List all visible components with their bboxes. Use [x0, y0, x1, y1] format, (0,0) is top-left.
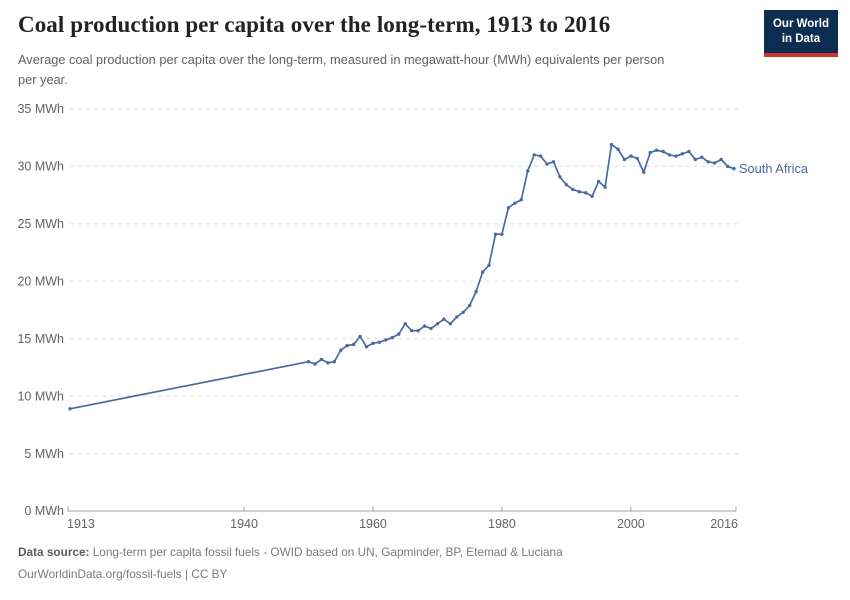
data-point [713, 161, 717, 165]
x-tick-label: 1960 [359, 517, 387, 531]
data-point [461, 310, 465, 314]
data-point [513, 201, 517, 205]
y-tick-label: 35 MWh [17, 102, 64, 116]
chart-footer: Data source: Long-term per capita fossil… [18, 541, 563, 585]
y-tick-label: 30 MWh [17, 160, 64, 174]
x-tick-label: 2016 [710, 517, 738, 531]
data-point [319, 357, 324, 362]
data-source-label: Data source: [18, 545, 90, 559]
data-point [422, 324, 427, 328]
data-point [519, 198, 523, 202]
x-tick-label: 2000 [617, 517, 645, 531]
data-point [487, 263, 491, 267]
data-point [448, 322, 452, 326]
data-point [339, 348, 343, 352]
data-point [584, 191, 588, 195]
y-tick-label: 25 MWh [17, 217, 64, 231]
data-point [500, 232, 504, 236]
data-point [429, 326, 433, 331]
y-tick-label: 0 MWh [24, 504, 64, 518]
data-point [68, 407, 72, 411]
series-line-south-africa [69, 143, 735, 410]
data-point [590, 194, 594, 198]
data-point [674, 154, 678, 158]
data-point [603, 185, 607, 189]
data-point [345, 343, 349, 348]
data-point [648, 150, 652, 155]
x-tick-label: 1913 [67, 517, 95, 531]
data-point [596, 179, 601, 184]
y-tick-label: 15 MWh [17, 332, 64, 346]
data-point [551, 160, 556, 164]
data-point [725, 164, 730, 169]
data-point [364, 345, 369, 349]
data-point [474, 289, 478, 294]
chart-subtitle: Average coal production per capita over … [18, 52, 665, 87]
data-point [455, 315, 459, 319]
data-point [506, 206, 511, 210]
data-point [377, 340, 382, 344]
chart-canvas: 0 MWh 5 MWh 10 MWh 15 MWh 20 MWh 25 MWh 30 MWh… [17, 102, 809, 531]
data-point [558, 175, 562, 179]
data-point [326, 361, 330, 365]
data-point [687, 149, 691, 154]
data-point [532, 153, 536, 157]
data-point [313, 362, 317, 366]
owid-logo-line2: in Data [781, 32, 821, 45]
data-point [403, 322, 407, 326]
owid-logo[interactable]: Our World in Data [763, 10, 838, 57]
data-point [564, 183, 569, 187]
data-point [571, 187, 575, 192]
data-point [435, 322, 440, 326]
data-point [609, 142, 614, 147]
x-tick-label: 1980 [488, 517, 516, 531]
line-chart: 0 MWh 5 MWh 10 MWh 15 MWh 20 MWh 25 MWh 30 MWh… [0, 95, 850, 540]
data-point [635, 156, 639, 161]
y-tick-label: 20 MWh [17, 274, 64, 288]
data-point [306, 360, 311, 364]
data-point [416, 329, 420, 333]
data-point [538, 154, 543, 158]
data-point [629, 154, 633, 158]
data-point [693, 157, 697, 162]
data-source-text: Long-term per capita fossil fuels - OWID… [92, 545, 563, 559]
series-label-south-africa: South Africa [739, 161, 809, 176]
x-tick-label: 1940 [230, 517, 258, 531]
data-point [332, 360, 336, 364]
data-point [545, 162, 549, 166]
data-point [371, 341, 375, 345]
owid-logo-line1: Our World [772, 18, 829, 30]
data-point [390, 335, 394, 340]
data-point [384, 338, 388, 342]
data-source-line: Data source: Long-term per capita fossil… [18, 541, 563, 563]
data-point [732, 167, 736, 171]
data-point [577, 190, 581, 194]
data-point [480, 270, 485, 274]
data-point [700, 155, 704, 159]
data-point [397, 332, 401, 336]
data-point [680, 152, 685, 156]
data-point [493, 232, 498, 236]
data-point [622, 157, 627, 162]
chart-title: Coal production per capita over the long… [18, 12, 611, 37]
y-tick-label: 5 MWh [24, 447, 64, 461]
data-point [468, 303, 472, 308]
data-point [719, 157, 723, 162]
data-point [667, 153, 672, 157]
data-point [352, 342, 356, 347]
data-point [706, 160, 710, 164]
data-point [410, 329, 414, 333]
data-point [642, 170, 646, 174]
y-tick-label: 10 MWh [17, 389, 64, 403]
data-point [661, 149, 665, 154]
data-point [616, 147, 620, 151]
owid-url-link[interactable]: OurWorldinData.org/fossil-fuels | CC BY [18, 567, 228, 581]
data-point [654, 148, 659, 152]
data-point [526, 169, 530, 173]
data-point [358, 334, 362, 339]
data-point [442, 317, 446, 321]
